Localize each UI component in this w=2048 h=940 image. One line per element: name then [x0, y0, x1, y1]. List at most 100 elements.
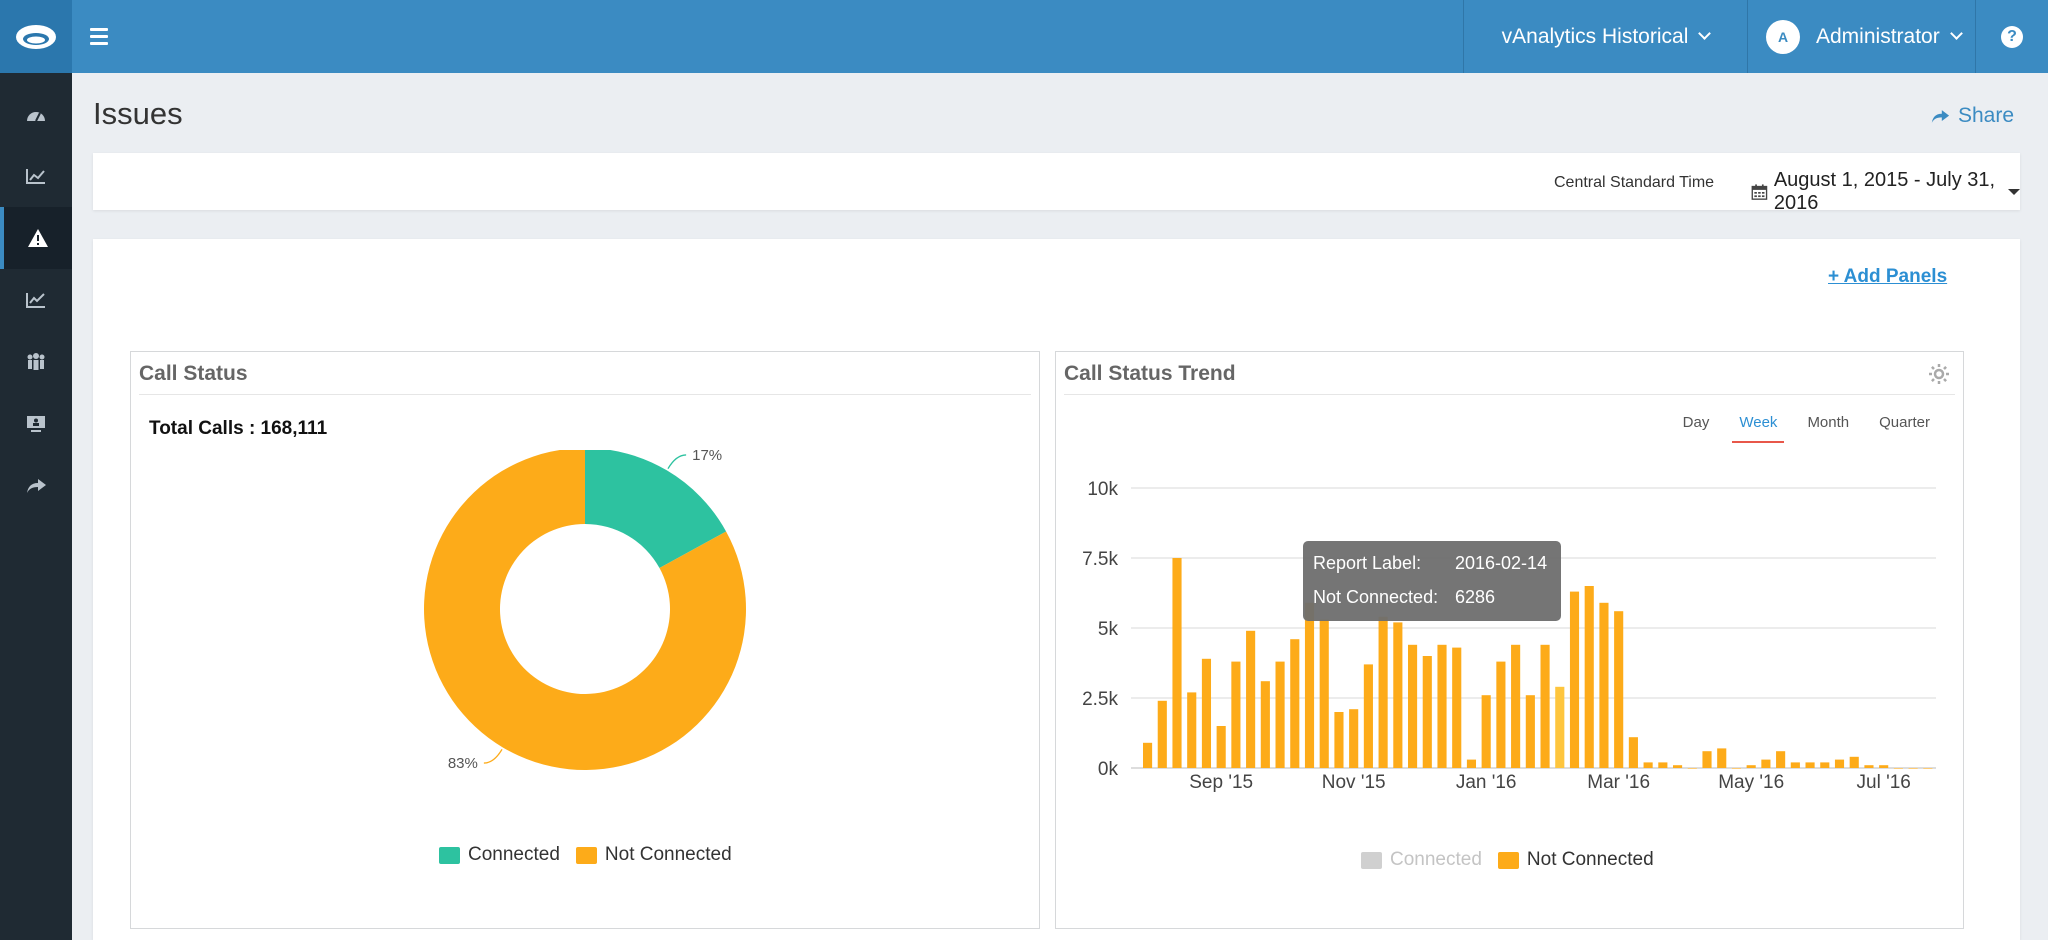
bar[interactable] — [1157, 700, 1167, 768]
bar[interactable] — [1584, 586, 1594, 768]
bar[interactable] — [1349, 709, 1359, 768]
bar[interactable] — [1143, 742, 1153, 768]
bar[interactable] — [1805, 762, 1815, 768]
bar[interactable] — [1422, 656, 1432, 768]
bar[interactable] — [1452, 647, 1462, 768]
tab-quarter[interactable]: Quarter — [1879, 414, 1930, 431]
bar[interactable] — [1481, 695, 1491, 768]
bar[interactable] — [1540, 644, 1550, 768]
x-tick-label: May '16 — [1718, 772, 1784, 793]
bar[interactable] — [1879, 765, 1889, 768]
app-logo[interactable] — [0, 0, 72, 73]
bar[interactable] — [1746, 765, 1756, 768]
legend-item-connected[interactable]: Connected — [1361, 849, 1482, 871]
sidebar-item-share[interactable] — [0, 455, 72, 517]
bar[interactable] — [1319, 619, 1329, 768]
divider — [139, 394, 1031, 395]
bar[interactable] — [1628, 737, 1638, 768]
bar[interactable] — [1172, 558, 1182, 768]
menu-toggle-icon[interactable] — [90, 24, 114, 50]
total-calls: Total Calls : 168,111 — [149, 418, 328, 439]
sidebar-item-monitor[interactable] — [0, 393, 72, 455]
panel-title: Call Status — [139, 362, 248, 385]
share-button[interactable]: Share — [1930, 104, 2014, 128]
legend-swatch — [1361, 851, 1382, 869]
sidebar-item-analytics[interactable] — [0, 145, 72, 207]
tab-day[interactable]: Day — [1682, 414, 1710, 431]
bar[interactable] — [1187, 692, 1197, 768]
bar[interactable] — [1393, 622, 1403, 768]
timezone-label: Central Standard Time — [1554, 174, 1715, 191]
bar[interactable] — [1246, 630, 1256, 768]
bar[interactable] — [1599, 602, 1609, 768]
pie-slice[interactable] — [585, 450, 727, 569]
bar[interactable] — [1304, 602, 1315, 768]
bar[interactable] — [1658, 762, 1668, 768]
bar[interactable] — [1569, 591, 1580, 768]
pie-slice[interactable] — [424, 450, 746, 770]
chart-tooltip: Report Label: 2016-02-14 Not Connected: … — [1303, 541, 1561, 621]
bar[interactable] — [1673, 765, 1683, 768]
bar[interactable] — [1702, 751, 1712, 768]
legend-label: Not Connected — [1526, 849, 1654, 870]
bar[interactable] — [1201, 658, 1212, 768]
bar[interactable] — [1790, 762, 1800, 768]
tab-month[interactable]: Month — [1807, 414, 1850, 431]
bar[interactable] — [1216, 726, 1226, 768]
bar[interactable] — [1864, 765, 1874, 768]
share-icon — [1931, 109, 1950, 123]
tab-week[interactable]: Week — [1732, 414, 1785, 443]
add-panels-link[interactable]: + Add Panels — [1828, 266, 1948, 287]
bar[interactable] — [1290, 639, 1300, 768]
chevron-down-icon — [1698, 27, 1712, 40]
bar[interactable] — [1260, 681, 1270, 768]
bar[interactable] — [1525, 695, 1535, 768]
bar[interactable] — [1776, 751, 1786, 768]
bar[interactable] — [1731, 768, 1742, 769]
divider — [1975, 0, 1976, 73]
bar[interactable] — [1820, 762, 1830, 768]
legend-item-not-connected[interactable]: Not Connected — [575, 844, 732, 866]
bar[interactable] — [1555, 686, 1565, 768]
logo-eye-icon — [16, 24, 56, 49]
bar[interactable] — [1408, 644, 1418, 768]
product-switcher[interactable]: vAnalytics Historical — [1464, 0, 1747, 73]
legend-item-not-connected[interactable]: Not Connected — [1497, 849, 1654, 871]
bar[interactable] — [1834, 759, 1845, 768]
sidebar-item-issues[interactable] — [0, 207, 72, 269]
sidebar-item-agents[interactable] — [0, 331, 72, 393]
chart-legend: Connected Not Connected — [1361, 849, 1670, 871]
divider — [1463, 0, 1464, 73]
bar[interactable] — [1334, 712, 1344, 768]
date-range-value: August 1, 2015 - July 31, 2016 — [1773, 169, 1996, 214]
y-tick-label: 10k — [1087, 479, 1118, 500]
bar[interactable] — [1761, 759, 1771, 768]
donut-chart: 17% 83% — [424, 450, 746, 772]
bar[interactable] — [1275, 661, 1285, 768]
sidebar-item-dashboard[interactable] — [0, 83, 72, 145]
y-tick-label: 0k — [1098, 759, 1119, 780]
bar[interactable] — [1687, 768, 1697, 769]
gear-icon[interactable] — [1927, 362, 1951, 386]
calendar-icon — [1751, 184, 1768, 200]
sidebar-item-trends[interactable] — [0, 269, 72, 331]
bar[interactable] — [1893, 768, 1903, 769]
bar[interactable] — [1717, 748, 1727, 768]
bar[interactable] — [1614, 611, 1624, 768]
help-button[interactable]: ? — [1976, 0, 2048, 73]
legend-swatch — [439, 846, 460, 864]
bar[interactable] — [1643, 762, 1653, 768]
user-menu[interactable]: A Administrator — [1748, 0, 1975, 73]
bar[interactable] — [1466, 759, 1477, 768]
bar[interactable] — [1231, 661, 1241, 768]
bar[interactable] — [1511, 644, 1521, 768]
bar[interactable] — [1908, 768, 1918, 769]
bar[interactable] — [1496, 661, 1506, 768]
bar[interactable] — [1378, 616, 1388, 768]
bar[interactable] — [1437, 644, 1447, 768]
legend-item-connected[interactable]: Connected — [439, 844, 560, 866]
bar[interactable] — [1923, 768, 1933, 769]
date-range-picker[interactable]: August 1, 2015 - July 31, 2016 — [1751, 169, 2020, 215]
bar[interactable] — [1849, 756, 1859, 768]
bar[interactable] — [1363, 664, 1373, 768]
